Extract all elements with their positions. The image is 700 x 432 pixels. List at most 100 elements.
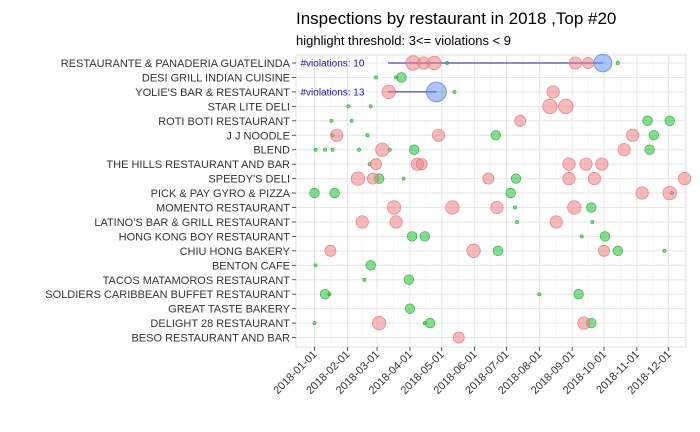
data-point-highlight [598, 244, 610, 257]
data-point-low [374, 75, 378, 80]
data-point-highlight [549, 215, 563, 229]
y-tick-label: ROTI BOTI RESTAURANT [158, 116, 290, 128]
data-point-highlight [445, 200, 460, 215]
data-point-low [404, 303, 416, 314]
data-point-low [327, 292, 332, 297]
annotation-label: #violations: 10 [301, 59, 365, 70]
data-point-low [612, 245, 623, 257]
data-point-low [537, 292, 542, 297]
data-point-low [365, 260, 376, 271]
data-point-low [357, 147, 361, 152]
data-point-highlight [427, 55, 442, 71]
data-point-highlight [577, 316, 591, 330]
data-point-low [406, 231, 418, 242]
data-point-low [573, 289, 584, 300]
points [309, 53, 692, 344]
data-point-highlight [415, 158, 428, 171]
data-point-low [452, 89, 457, 94]
data-point-low [349, 118, 354, 123]
y-tick-label: BESO RESTAURANT AND BAR [131, 333, 290, 345]
data-point-highlight [617, 143, 631, 157]
y-axis-labels: RESTAURANTE & PANADERIA GUATELINDA DESI G… [45, 58, 296, 345]
data-point-highlight [330, 128, 344, 142]
data-point-low [492, 245, 504, 257]
x-axis-labels: 2018-01-012018-02-012018-03-012018-04-01… [271, 347, 674, 397]
data-point-low [424, 317, 436, 329]
data-point-highlight [558, 98, 574, 114]
data-point-low [330, 147, 335, 152]
data-point-highlight [582, 57, 595, 69]
data-point-low [401, 176, 406, 181]
data-point-low [586, 202, 597, 213]
y-tick-label: DESI GRILL INDIAN CUISINE [142, 72, 290, 84]
data-point-highlight [482, 172, 495, 185]
data-point-highlight [568, 56, 582, 70]
data-point-low [362, 277, 367, 282]
data-point-low [662, 248, 667, 253]
data-point-highlight [381, 84, 396, 100]
data-point-low [490, 130, 502, 141]
data-point-highlight [432, 128, 446, 142]
y-tick-label: J J NOODLE [226, 130, 290, 142]
data-point-low [409, 144, 420, 155]
data-point-low [419, 231, 430, 242]
data-point-highlight [350, 171, 366, 186]
data-point-highlight [662, 185, 677, 201]
data-point-highlight [366, 172, 379, 185]
data-point-highlight [370, 158, 382, 171]
data-point-low [510, 173, 522, 184]
data-point-low [403, 274, 415, 285]
y-tick-label: SPEEDY'S DELI [208, 174, 290, 186]
data-point-highlight [452, 331, 465, 344]
data-point-highlight [389, 215, 403, 229]
y-tick-label: YOLIE'S BAR & RESTAURANT [135, 87, 290, 99]
data-point-low [445, 61, 450, 65]
data-point-low [329, 187, 340, 199]
data-point-low [365, 133, 370, 138]
data-point-low [615, 61, 620, 65]
data-point-low [579, 234, 584, 239]
data-point-highlight [355, 215, 369, 229]
data-point-low [512, 205, 517, 210]
data-point-highlight [375, 142, 390, 157]
data-point-low [648, 130, 660, 141]
y-tick-label: CHIU HONG BAKERY [180, 246, 291, 258]
data-point-low [590, 219, 595, 224]
data-point-highlight [386, 200, 402, 215]
data-point-highlight [546, 85, 560, 99]
y-tick-label: MOMENTO RESTAURANT [156, 203, 290, 215]
data-point-highlight [678, 172, 692, 186]
data-point-highlight [490, 200, 504, 215]
data-point-highlight [562, 172, 576, 186]
y-tick-label: STAR LITE DELI [208, 101, 290, 113]
annotation-label: #violations: 13 [301, 87, 365, 98]
data-point-highlight [567, 200, 582, 215]
data-point-highlight [626, 128, 640, 142]
data-point-low [394, 75, 399, 80]
data-point-low [346, 104, 351, 109]
data-point-highlight [562, 157, 576, 171]
y-tick-label: SOLDIERS CARIBBEAN BUFFET RESTAURANT [45, 289, 290, 301]
y-tick-label: THE HILLS RESTAURANT AND BAR [106, 159, 290, 171]
chart-subtitle: highlight threshold: 3<= violations < 9 [296, 33, 511, 48]
y-tick-label: GREAT TASTE BAKERY [168, 304, 291, 316]
data-point-low [505, 187, 516, 199]
y-tick-label: TACOS MATAMOROS RESTAURANT [103, 275, 291, 287]
data-point-low [313, 263, 318, 268]
data-point-low [642, 115, 653, 126]
data-point-low [515, 219, 519, 224]
chart-title: Inspections by restaurant in 2018 ,Top #… [296, 9, 616, 28]
data-point-highlight [595, 157, 609, 171]
data-point-low [368, 104, 373, 109]
y-tick-label: BLEND [253, 145, 290, 157]
data-point-low [329, 118, 334, 123]
data-point-low [664, 115, 675, 126]
y-tick-label: PICK & PAY GYRO & PIZZA [151, 188, 291, 200]
data-point-highlight [542, 98, 558, 114]
y-tick-label: HONG KONG BOY RESTAURANT [119, 231, 291, 243]
y-tick-label: LATINO'S BAR & GRILL RESTAURANT [94, 217, 290, 229]
data-point-high [593, 53, 613, 73]
data-point-low [312, 321, 317, 326]
data-point-low [599, 231, 611, 242]
data-point-low [323, 147, 328, 152]
